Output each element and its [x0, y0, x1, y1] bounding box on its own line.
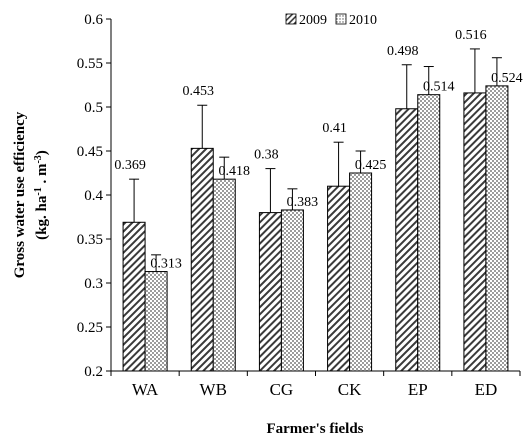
y-axis-title-line2: (kg. ha-1 . m-3) [33, 150, 51, 240]
y-tick-label: 0.45 [77, 144, 103, 160]
error-bars [129, 48, 502, 272]
y-tick-label: 0.3 [84, 276, 103, 292]
data-label-2010-CK: 0.425 [355, 158, 387, 173]
data-label-2009-CK: 0.41 [322, 121, 347, 136]
legend: 2009 2010 [285, 13, 377, 28]
y-tick-label: 0.6 [84, 12, 103, 28]
bar-2009-WB [190, 147, 214, 372]
y-axis-ticks: 0.2 0.25 0.3 0.35 0.4 0.45 0.5 0.55 0.6 [77, 12, 111, 380]
legend-swatch-2009 [285, 13, 297, 25]
bar-2010-CG [280, 209, 304, 372]
y-tick-label: 0.25 [77, 320, 103, 336]
x-tick-label: EP [408, 380, 428, 399]
y-tick-label: 0.2 [84, 364, 103, 380]
x-tick-label: WB [200, 380, 227, 399]
data-label-2010-ED: 0.524 [491, 71, 523, 86]
bar-2010-WA [144, 271, 168, 372]
y-tick-label: 0.4 [84, 188, 103, 204]
x-tick-label: CG [270, 380, 294, 399]
legend-swatch-2010 [335, 13, 347, 25]
legend-label-2009: 2009 [299, 13, 327, 28]
data-label-2009-EP: 0.498 [387, 44, 419, 59]
bar-2009-CG [258, 212, 282, 372]
bar-2009-CK [327, 185, 351, 372]
x-tick-label: WA [132, 380, 159, 399]
data-label-2009-WA: 0.369 [114, 158, 146, 173]
bars [122, 85, 509, 372]
data-label-2010-WA: 0.313 [150, 257, 182, 272]
x-tick-label: ED [475, 380, 498, 399]
y-tick-label: 0.5 [84, 100, 103, 116]
data-label-2010-WB: 0.418 [219, 164, 251, 179]
bar-2009-WA [122, 221, 146, 372]
bar-2009-ED [463, 92, 487, 372]
bar-2009-EP [395, 108, 419, 372]
bar-2010-ED [485, 85, 509, 372]
x-axis-title: Farmer's fields [266, 421, 363, 437]
x-tick-label: CK [338, 380, 362, 399]
data-label-2010-CG: 0.383 [287, 195, 319, 210]
x-axis-ticks: WA WB CG CK EP ED [110, 371, 521, 399]
data-label-2010-EP: 0.514 [423, 80, 455, 95]
y-axis-title: Gross water use efficiency (kg. ha-1 . m… [12, 111, 50, 278]
y-tick-label: 0.55 [77, 56, 103, 72]
y-axis-title-line1: Gross water use efficiency [12, 111, 28, 278]
data-label-2009-ED: 0.516 [455, 28, 487, 43]
legend-label-2010: 2010 [349, 13, 377, 28]
data-label-2009-CG: 0.38 [254, 148, 279, 163]
bar-2010-WB [212, 178, 236, 372]
y-tick-label: 0.35 [77, 232, 103, 248]
bar-2010-EP [417, 94, 441, 372]
bar-2010-CK [349, 172, 373, 372]
data-label-2009-WB: 0.453 [183, 84, 215, 99]
